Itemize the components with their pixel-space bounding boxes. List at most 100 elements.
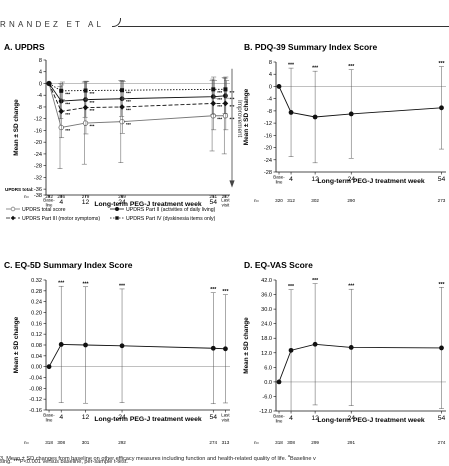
- y-tick-label: -0.08: [29, 386, 42, 392]
- significance-label: ***: [348, 284, 355, 290]
- y-tick-label: 0.0: [264, 380, 272, 386]
- significance-label: ***: [312, 66, 319, 72]
- significance-label: ***: [126, 99, 131, 104]
- significance-label: ***: [83, 281, 90, 287]
- y-tick-label: 24.0: [261, 322, 272, 328]
- n-value: 287: [222, 194, 230, 199]
- significance-label: ***: [90, 91, 95, 96]
- y-axis-label: Mean ± SD change: [243, 88, 250, 145]
- series-0: *** *** *** ***: [276, 278, 445, 412]
- x-tick-label: 24: [118, 414, 126, 421]
- header-rule: [118, 26, 449, 27]
- significance-label: ***: [210, 287, 217, 293]
- x-axis-label: Long-term PEG-J treatment week: [94, 416, 201, 423]
- data-point: [83, 97, 88, 103]
- y-tick-label: 0.32: [31, 278, 42, 284]
- y-tick-label: 18.0: [261, 336, 272, 342]
- y-tick-label: 6.0: [264, 365, 272, 371]
- chart-panel-a: A. UPDRS 8 4 0 -4 -8 -12 -16 -20 -24 -28 -32 -36-38 M…: [4, 42, 243, 222]
- y-tick-label: -16: [264, 133, 272, 139]
- legend-entry: UPDRS Part II (activities of daily livin…: [126, 207, 216, 213]
- n-value: 320: [275, 198, 283, 203]
- x-axis-label: Long-term PEG-J treatment week: [94, 201, 201, 208]
- y-tick-label: 0.08: [31, 343, 42, 349]
- y-tick-label: -24: [34, 152, 42, 158]
- data-point: [223, 87, 228, 92]
- y-tick-label: -4: [37, 93, 42, 99]
- data-point: [119, 343, 125, 349]
- y-tick-label: -38: [34, 193, 42, 199]
- series-line: [48, 83, 226, 112]
- data-point: [276, 84, 282, 89]
- significance-label: ***: [119, 283, 126, 289]
- series-2: *** *** *** *** ***: [46, 76, 235, 139]
- series-0: *** *** *** *** ***: [46, 77, 235, 169]
- y-tick-label: 0.24: [31, 300, 42, 306]
- n-value: 308: [57, 440, 65, 445]
- y-tick-label: -28: [34, 164, 42, 170]
- data-point: [276, 379, 282, 385]
- y-axis-label: Mean ± SD change: [13, 99, 20, 156]
- significance-label: ***: [90, 100, 95, 105]
- data-point: [120, 88, 125, 93]
- legend: UPDRS total score UPDRS Part II (activiti…: [6, 206, 216, 222]
- n-value: 274: [209, 440, 217, 445]
- y-tick-label: 0: [39, 81, 42, 87]
- series-0: *** *** *** *** ***: [46, 281, 229, 405]
- y-tick-label: 36.0: [261, 293, 272, 299]
- data-point: [59, 88, 64, 93]
- n-value: 274: [438, 440, 446, 445]
- y-tick-label: -0.16: [29, 408, 42, 414]
- data-point: [288, 110, 294, 115]
- chart-title: A. UPDRS: [4, 42, 45, 52]
- n-value: 318: [275, 440, 283, 445]
- n-value: 273: [438, 198, 446, 203]
- series-0: *** *** *** ***: [276, 61, 445, 164]
- data-point: [83, 342, 88, 348]
- significance-label: ***: [217, 104, 222, 109]
- x-tick-label: Last: [221, 413, 230, 418]
- x-tick-label: 12: [311, 176, 319, 183]
- x-tick-label: 24: [347, 415, 355, 422]
- y-axis-label: Mean ± SD change: [243, 317, 250, 374]
- n-value: 302: [311, 198, 319, 203]
- x-tick-label: Base-: [43, 413, 55, 418]
- series-line: [48, 344, 226, 367]
- y-tick-label: 4: [39, 70, 42, 76]
- x-axis-label: Long-term PEG-J treatment week: [317, 417, 424, 424]
- significance-label: ***: [217, 116, 222, 121]
- x-tick-label: 4: [289, 176, 293, 183]
- running-header-author: RNANDEZ ET AL: [0, 20, 105, 29]
- x-tick-label: Base-: [43, 198, 55, 203]
- n-value: 251: [209, 194, 217, 199]
- y-tick-label: 0.28: [31, 289, 42, 295]
- data-point: [119, 104, 125, 110]
- y-tick-label: -12: [264, 121, 272, 127]
- data-point: [46, 364, 52, 370]
- y-tick-label: -0.04: [29, 376, 42, 382]
- y-tick-label: 4: [269, 72, 272, 78]
- data-point: [312, 114, 318, 120]
- data-point: [210, 113, 216, 119]
- n-value: 292: [45, 194, 53, 199]
- n-value: 313: [222, 440, 230, 445]
- x-tick-label: Base-: [273, 414, 285, 419]
- x-tick-label: line: [46, 203, 53, 208]
- legend-marker: [115, 216, 119, 220]
- data-point: [82, 120, 89, 126]
- significance-label: ***: [58, 281, 65, 287]
- data-point: [82, 104, 89, 111]
- significance-label: ***: [222, 289, 229, 295]
- legend-marker: [115, 207, 119, 211]
- data-point: [83, 88, 88, 93]
- x-tick-label: 54: [209, 199, 217, 206]
- y-tick-label: -6.0: [262, 394, 272, 400]
- legend-entry: UPDRS Part IV (dyskinesia items only): [126, 216, 216, 222]
- chart-panel-b: B. PDQ-39 Summary Index Score 8 4 0 -4 -8 -12 -…: [243, 42, 446, 203]
- y-tick-label: 0: [269, 84, 272, 90]
- data-point: [439, 345, 444, 351]
- data-point: [312, 341, 318, 347]
- y-tick-label: 0.16: [31, 321, 42, 327]
- n-value: 279: [82, 194, 90, 199]
